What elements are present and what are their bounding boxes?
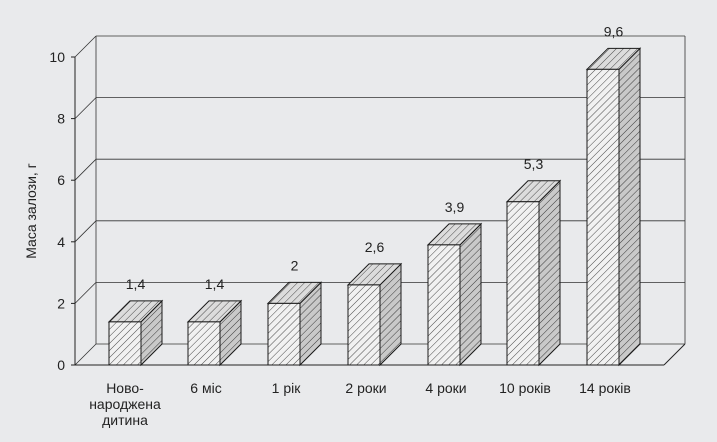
y-tick-label: 8 bbox=[57, 111, 65, 127]
x-tick-label: народжена bbox=[89, 396, 161, 412]
y-axis-label: Маса залози, г bbox=[23, 163, 39, 259]
axes: 0 2 4 6 8 10 Маса залози, г bbox=[23, 49, 686, 373]
x-tick-label: 4 роки bbox=[425, 380, 466, 396]
gridline-connector bbox=[74, 35, 97, 58]
x-tick-label: 2 роки bbox=[345, 380, 386, 396]
bar bbox=[108, 321, 142, 366]
bar bbox=[187, 321, 221, 366]
gridline-connector bbox=[74, 220, 97, 243]
gridline-connector bbox=[74, 343, 97, 366]
y-tick-label: 2 bbox=[57, 295, 65, 311]
bars bbox=[107, 47, 642, 367]
y-tick-label: 6 bbox=[57, 172, 65, 188]
data-label: 1,4 bbox=[205, 276, 225, 292]
y-tick-label: 10 bbox=[49, 49, 65, 65]
y-tick-label: 4 bbox=[57, 234, 65, 250]
bar bbox=[427, 244, 461, 366]
data-label: 2,6 bbox=[365, 239, 385, 255]
bar bbox=[267, 302, 301, 366]
x-tick-label: Ново- bbox=[106, 380, 144, 396]
x-tick-label: 1 рік bbox=[272, 380, 302, 396]
x-tick-label: дитина bbox=[102, 412, 148, 428]
bar bbox=[586, 68, 620, 366]
gridline-connector bbox=[74, 282, 97, 304]
x-tick-label: 14 років bbox=[579, 380, 631, 396]
bar-side bbox=[618, 47, 641, 367]
floor-right-edge bbox=[663, 343, 686, 366]
bar bbox=[506, 201, 540, 366]
bar-side bbox=[459, 222, 482, 367]
data-label: 5,3 bbox=[524, 156, 544, 172]
data-label: 1,4 bbox=[126, 276, 146, 292]
gridline-connector bbox=[74, 97, 97, 119]
data-label: 2 bbox=[291, 257, 299, 273]
data-label: 9,6 bbox=[604, 23, 624, 39]
data-label: 3,9 bbox=[445, 199, 465, 215]
x-tick-label: 6 міс bbox=[190, 380, 221, 396]
bar bbox=[347, 284, 381, 366]
grid bbox=[74, 35, 686, 366]
bar-side bbox=[538, 179, 561, 367]
y-tick-label: 0 bbox=[57, 357, 65, 373]
gridline-connector bbox=[74, 158, 97, 181]
x-tick-label: 10 років bbox=[499, 380, 551, 396]
